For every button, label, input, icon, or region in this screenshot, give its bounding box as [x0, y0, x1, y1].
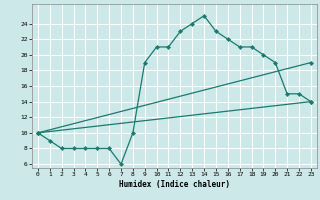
X-axis label: Humidex (Indice chaleur): Humidex (Indice chaleur): [119, 180, 230, 189]
